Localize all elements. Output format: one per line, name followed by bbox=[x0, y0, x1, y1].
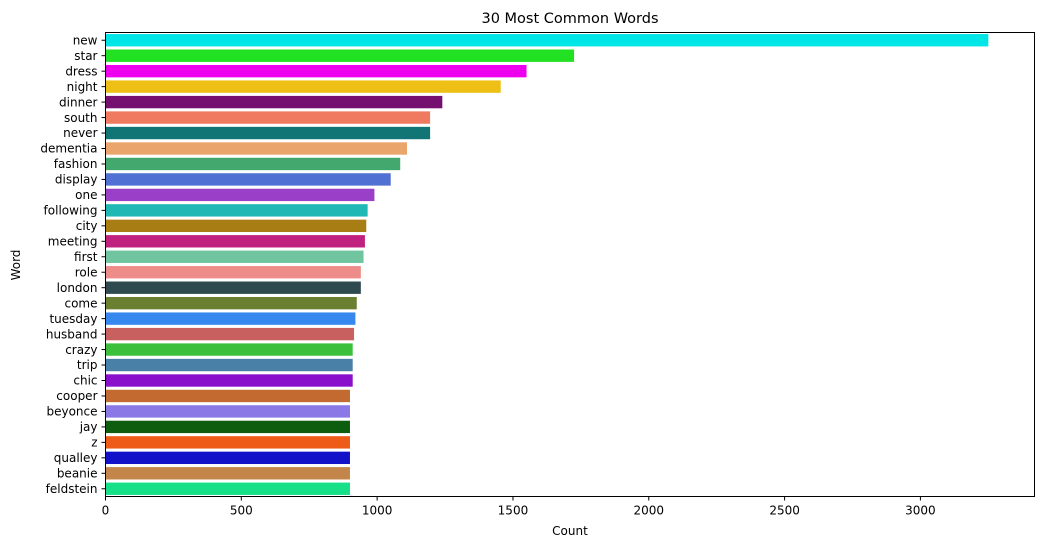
y-tick-label: meeting bbox=[48, 235, 98, 249]
y-tick-label: crazy bbox=[65, 343, 97, 357]
bar-new bbox=[105, 34, 989, 47]
bar-following bbox=[105, 204, 368, 217]
x-tick-label: 2500 bbox=[769, 504, 800, 518]
bar-cooper bbox=[105, 389, 350, 403]
y-tick-label: tuesday bbox=[49, 312, 97, 326]
y-tick-label: qualley bbox=[54, 451, 98, 465]
y-tick-label: come bbox=[64, 296, 97, 310]
bar-come bbox=[105, 296, 357, 310]
y-tick-label: night bbox=[67, 80, 98, 94]
y-tick-label: cooper bbox=[56, 389, 97, 403]
bar-first bbox=[105, 250, 364, 263]
bar-beyonce bbox=[105, 405, 350, 418]
x-tick-labels: 0 500 1000 1500 2000 2500 3000 bbox=[102, 496, 936, 518]
bar-z bbox=[105, 436, 350, 449]
bar-one bbox=[105, 188, 375, 202]
bar-never bbox=[105, 126, 431, 140]
bar-role bbox=[105, 266, 361, 279]
x-tick-label: 2000 bbox=[634, 504, 665, 518]
bar-display bbox=[105, 173, 391, 186]
x-tick-label: 1000 bbox=[362, 504, 393, 518]
bar-trip bbox=[105, 358, 353, 372]
y-tick-label: beanie bbox=[57, 467, 98, 481]
bar-beanie bbox=[105, 467, 350, 480]
y-tick-label: husband bbox=[46, 327, 98, 341]
bar-star bbox=[105, 49, 575, 62]
y-tick-label: trip bbox=[77, 358, 98, 372]
bar-london bbox=[105, 281, 361, 294]
y-tick-label: star bbox=[74, 49, 97, 63]
x-tick-label: 1500 bbox=[498, 504, 529, 518]
y-tick-label: one bbox=[75, 188, 97, 202]
bar-chic bbox=[105, 374, 353, 387]
bar-dementia bbox=[105, 142, 408, 155]
y-axis-label: Word bbox=[9, 250, 23, 281]
x-tick-label: 0 bbox=[102, 504, 110, 518]
bar-south bbox=[105, 111, 431, 124]
y-tick-label: south bbox=[64, 111, 98, 125]
bar-qualley bbox=[105, 451, 350, 465]
x-tick-label: 500 bbox=[230, 504, 253, 518]
bar-meeting bbox=[105, 235, 365, 248]
chart-title: 30 Most Common Words bbox=[481, 11, 658, 27]
y-tick-label: dinner bbox=[59, 95, 98, 109]
y-tick-label: fashion bbox=[54, 157, 98, 171]
bars-group bbox=[105, 34, 989, 495]
y-tick-label: feldstein bbox=[46, 482, 98, 496]
y-tick-label: dress bbox=[65, 64, 97, 78]
y-tick-label: jay bbox=[79, 420, 98, 434]
y-tick-label: beyonce bbox=[46, 405, 97, 419]
bar-crazy bbox=[105, 343, 353, 356]
y-tick-label: first bbox=[74, 250, 98, 264]
bar-night bbox=[105, 80, 501, 93]
y-tick-label: z bbox=[91, 436, 97, 450]
y-tick-label: following bbox=[44, 204, 98, 218]
bar-dress bbox=[105, 64, 527, 78]
x-axis-label: Count bbox=[552, 524, 588, 538]
y-tick-label: never bbox=[63, 126, 97, 140]
y-tick-label: chic bbox=[73, 374, 97, 388]
bar-jay bbox=[105, 420, 350, 434]
bar-fashion bbox=[105, 157, 401, 171]
x-tick-label: 3000 bbox=[905, 504, 936, 518]
bar-husband bbox=[105, 327, 355, 341]
plot-frame bbox=[105, 32, 1035, 497]
y-tick-label: new bbox=[73, 33, 98, 47]
bar-tuesday bbox=[105, 312, 356, 325]
y-tick-label: london bbox=[57, 281, 98, 295]
bar-dinner bbox=[105, 95, 443, 109]
bar-city bbox=[105, 219, 367, 233]
y-tick-label: city bbox=[76, 219, 98, 233]
y-tick-label: display bbox=[55, 173, 98, 187]
y-tick-label: dementia bbox=[40, 142, 97, 156]
y-tick-label: role bbox=[75, 265, 98, 279]
bar-feldstein bbox=[105, 482, 350, 495]
